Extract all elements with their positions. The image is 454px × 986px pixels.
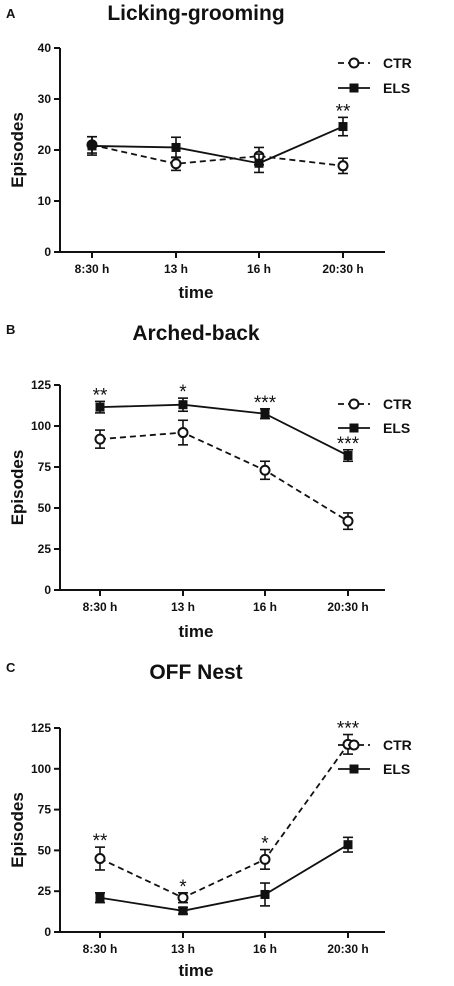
- data-point-els: [260, 409, 270, 419]
- data-point-ctr: [259, 853, 271, 865]
- y-tick-label: 100: [31, 762, 51, 776]
- data-point-ctr: [94, 853, 106, 865]
- data-point-ctr: [259, 464, 271, 476]
- y-tick-label: 50: [38, 501, 52, 515]
- legend-label-els: ELS: [383, 420, 410, 436]
- data-point-els: [95, 402, 105, 412]
- y-tick-label: 75: [38, 803, 52, 817]
- chart-title: Licking-grooming: [107, 2, 284, 25]
- legend-marker-ctr: [348, 398, 360, 410]
- significance-marker: ***: [254, 393, 277, 414]
- y-tick-label: 0: [44, 245, 51, 259]
- x-tick-label: 20:30 h: [322, 262, 363, 276]
- data-point-ctr: [170, 158, 182, 170]
- data-point-ctr: [177, 892, 189, 904]
- series-line-els: [99, 403, 349, 457]
- significance-marker: *: [261, 834, 269, 855]
- panel-letter: C: [6, 660, 16, 675]
- x-tick-label: 13 h: [171, 942, 195, 956]
- panel-letter: A: [6, 6, 16, 21]
- x-tick-label: 16 h: [247, 262, 271, 276]
- data-point-ctr: [337, 160, 349, 172]
- data-point-els: [171, 142, 181, 152]
- x-tick-label: 8:30 h: [83, 942, 118, 956]
- y-tick-label: 100: [31, 419, 51, 433]
- y-axis-label: Episodes: [8, 112, 27, 188]
- data-point-ctr: [177, 427, 189, 439]
- data-point-els: [338, 122, 348, 132]
- data-point-ctr: [342, 515, 354, 527]
- x-tick-label: 13 h: [164, 262, 188, 276]
- data-point-els: [343, 451, 353, 461]
- x-tick-label: 8:30 h: [83, 600, 118, 614]
- y-axis-label: Episodes: [8, 450, 27, 526]
- legend-label-ctr: CTR: [383, 55, 412, 71]
- significance-marker: **: [93, 831, 108, 852]
- significance-marker: *: [179, 382, 187, 403]
- y-tick-label: 0: [44, 583, 51, 597]
- significance-marker: *: [179, 877, 187, 898]
- y-tick-label: 30: [38, 92, 52, 106]
- chart-title: OFF Nest: [149, 661, 242, 684]
- significance-marker: ***: [337, 719, 360, 740]
- x-tick-label: 13 h: [171, 600, 195, 614]
- chart-title: Arched-back: [132, 322, 260, 345]
- legend-label-ctr: CTR: [383, 396, 412, 412]
- series-line-ctr: [99, 743, 349, 899]
- x-axis-label: time: [179, 622, 214, 641]
- data-point-els: [260, 889, 270, 899]
- series-line-els: [91, 125, 344, 165]
- panel-letter: B: [6, 322, 15, 337]
- legend-label-els: ELS: [383, 80, 410, 96]
- legend-label-els: ELS: [383, 761, 410, 777]
- x-tick-label: 20:30 h: [327, 600, 368, 614]
- y-tick-label: 20: [38, 143, 52, 157]
- legend-marker-els: [349, 764, 359, 774]
- x-tick-label: 8:30 h: [75, 262, 110, 276]
- x-axis-label: time: [179, 283, 214, 302]
- legend-label-ctr: CTR: [383, 737, 412, 753]
- series-line-ctr: [99, 431, 349, 522]
- x-tick-label: 16 h: [253, 942, 277, 956]
- data-point-els: [254, 158, 264, 168]
- significance-marker: **: [93, 385, 108, 406]
- x-axis-label: time: [179, 961, 214, 980]
- data-point-ctr: [94, 433, 106, 445]
- legend-marker-ctr: [348, 57, 360, 69]
- x-tick-label: 16 h: [253, 600, 277, 614]
- y-tick-label: 75: [38, 460, 52, 474]
- y-tick-label: 25: [38, 884, 52, 898]
- legend-marker-els: [349, 83, 359, 93]
- y-axis-label: Episodes: [8, 792, 27, 868]
- series-line-els: [99, 843, 349, 912]
- series-line-ctr: [91, 144, 344, 167]
- data-point-els: [178, 400, 188, 410]
- data-point-els: [178, 906, 188, 916]
- y-tick-label: 125: [31, 378, 51, 392]
- y-tick-label: 50: [38, 843, 52, 857]
- significance-marker: **: [336, 101, 351, 122]
- data-point-els: [87, 141, 97, 151]
- y-tick-label: 25: [38, 542, 52, 556]
- y-tick-label: 125: [31, 721, 51, 735]
- legend-marker-els: [349, 423, 359, 433]
- data-point-els: [95, 893, 105, 903]
- x-tick-label: 20:30 h: [327, 942, 368, 956]
- legend-marker-ctr: [348, 739, 360, 751]
- y-tick-label: 40: [38, 41, 52, 55]
- significance-marker: ***: [337, 434, 360, 455]
- data-point-els: [343, 840, 353, 850]
- y-tick-label: 0: [44, 925, 51, 939]
- y-tick-label: 10: [38, 194, 52, 208]
